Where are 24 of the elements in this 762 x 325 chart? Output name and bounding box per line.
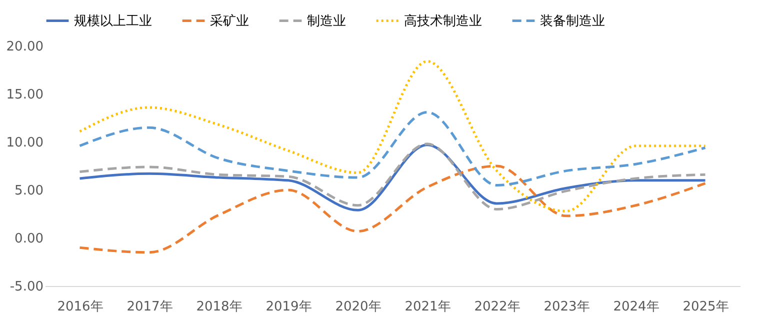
x-tick-label: 2019年 (266, 300, 312, 314)
x-tick-label: 2017年 (126, 300, 173, 314)
legend-label: 装备制造业 (540, 14, 605, 29)
line-series (78, 110, 706, 186)
y-tick-label: 10.00 (6, 136, 44, 150)
x-tick-label: 2023年 (544, 300, 590, 314)
x-tick-label: 2021年 (404, 300, 451, 314)
x-tick-label: 2022年 (474, 300, 520, 314)
x-tick-label: 2024年 (613, 300, 660, 314)
x-tick-label: 2025年 (682, 300, 729, 314)
y-tick-label: 20.00 (6, 40, 44, 54)
legend-label: 规模以上工业 (74, 14, 152, 29)
y-tick-label: 15.00 (6, 88, 44, 102)
y-tick-label: 0.00 (14, 232, 44, 246)
x-tick-label: 2020年 (335, 300, 382, 314)
y-tick-label: -5.00 (10, 280, 44, 294)
legend-label: 制造业 (307, 14, 346, 29)
line-series (78, 60, 706, 212)
legend-label: 高技术制造业 (404, 12, 482, 29)
y-tick-label: 5.00 (14, 184, 44, 198)
x-tick-label: 2018年 (196, 300, 242, 314)
legend-label: 采矿业 (210, 14, 249, 29)
line-series (78, 164, 706, 254)
x-tick-label: 2016年 (57, 300, 104, 314)
